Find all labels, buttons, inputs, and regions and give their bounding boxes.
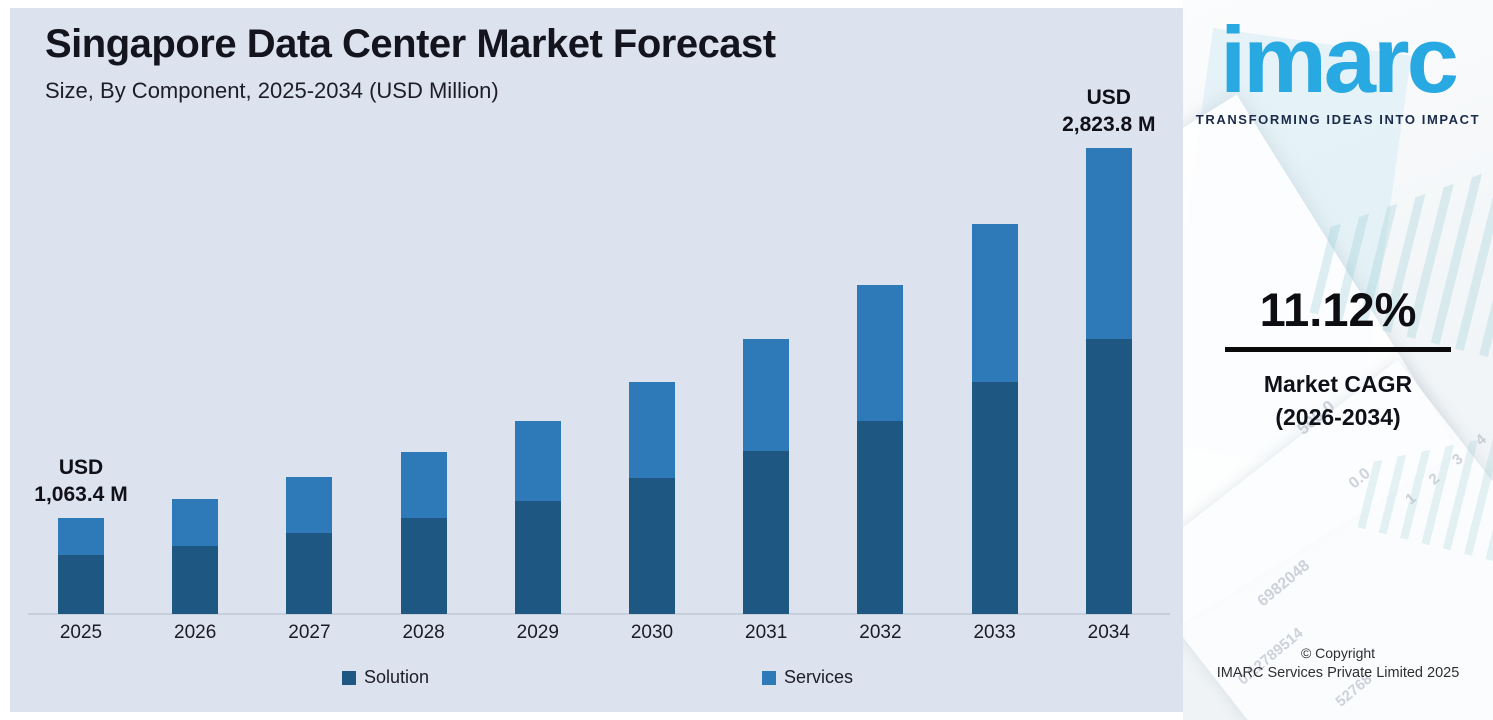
value-callout: USD 2,823.8 M [1019,84,1183,138]
imarc-logo-text: imarc [1220,7,1459,112]
bar-chart-plot: 2025 2026 2027 2028 2029 2030 2031 2032 2033 2034… [10,8,1183,712]
imarc-logo: imarc TRANSFORMING IDEAS INTO IMPACT [1183,6,1493,127]
x-axis-label: 2025 [59,622,103,643]
bar-segment-services [857,285,904,421]
bar-segment-solution [400,518,447,614]
legend-label-solution: Solution [364,667,430,687]
legend-swatch-solution [342,670,356,685]
bar-segment-solution [971,382,1018,614]
chart-legend: Solution Services [10,667,1183,697]
x-axis-label: 2031 [745,622,788,643]
chart-title: Singapore Data Center Market Forecast [45,22,776,66]
bar-segment-solution [857,421,904,614]
bar-segment-solution [743,451,790,614]
chart-panel: Singapore Data Center Market Forecast Si… [10,8,1183,712]
cagr-block: 11.12% Market CAGR (2026-2034) [1183,282,1493,434]
cagr-label: Market CAGR (2026-2034) [1183,368,1493,434]
x-axis-label: 2027 [288,622,331,643]
decorative-number: 6982048 [1254,557,1314,611]
bar-segment-solution [514,501,561,614]
value-callout: USD 1,063.4 M [10,454,171,508]
bar-segment-services [172,499,219,546]
x-axis-label: 2029 [516,622,559,643]
x-axis-label: 2026 [174,622,217,643]
imarc-logo-tagline: TRANSFORMING IDEAS INTO IMPACT [1195,112,1481,128]
callout-value: 1,063.4 M [34,483,128,506]
callout-currency: USD [1086,86,1131,109]
legend-swatch-services [762,670,776,685]
bar-segment-solution [1085,339,1132,614]
bar-segment-services [1085,148,1132,339]
bar-segment-services [400,452,447,518]
bar-segment-services [58,518,104,555]
cagr-divider [1225,347,1451,352]
copyright: © Copyright IMARC Services Private Limit… [1183,645,1493,681]
x-axis-label: 2032 [859,622,902,643]
bar-segment-services [971,224,1018,382]
cagr-value: 11.12% [1259,283,1417,336]
legend-label-services: Services [784,667,854,687]
x-axis-label: 2028 [402,622,445,643]
x-axis-label: 2030 [630,622,674,643]
info-panel: 500.0 0.0 1 2 3 4 6982048 0.12789514 52768 im… [1183,0,1493,720]
cagr-label-line1: Market CAGR [1263,371,1413,397]
callout-value: 2,823.8 M [1062,113,1156,136]
bar-segment-solution [58,555,104,614]
bar-segment-services [286,477,333,533]
bar-segment-services [629,382,675,478]
callout-currency: USD [58,456,104,479]
copyright-line2: IMARC Services Private Limited 2025 [1216,665,1460,681]
bar-segment-services [514,421,561,501]
decorative-number: 1 2 3 4 [1402,424,1493,509]
x-axis-line [28,613,1170,615]
cagr-label-line2: (2026-2034) [1275,404,1401,430]
chart-subtitle: Size, By Component, 2025-2034 (USD Milli… [45,78,499,103]
x-axis-label: 2034 [1087,622,1130,643]
bar-segment-solution [286,533,333,614]
bar-segment-solution [172,546,219,614]
bar-segment-services [743,339,790,451]
decorative-number: 0.0 [1345,464,1374,493]
legend-item-solution: Solution [342,667,429,688]
bar-segment-solution [629,478,675,614]
copyright-line1: © Copyright [1300,645,1376,661]
legend-item-services: Services [762,667,853,688]
x-axis-label: 2033 [973,622,1016,643]
